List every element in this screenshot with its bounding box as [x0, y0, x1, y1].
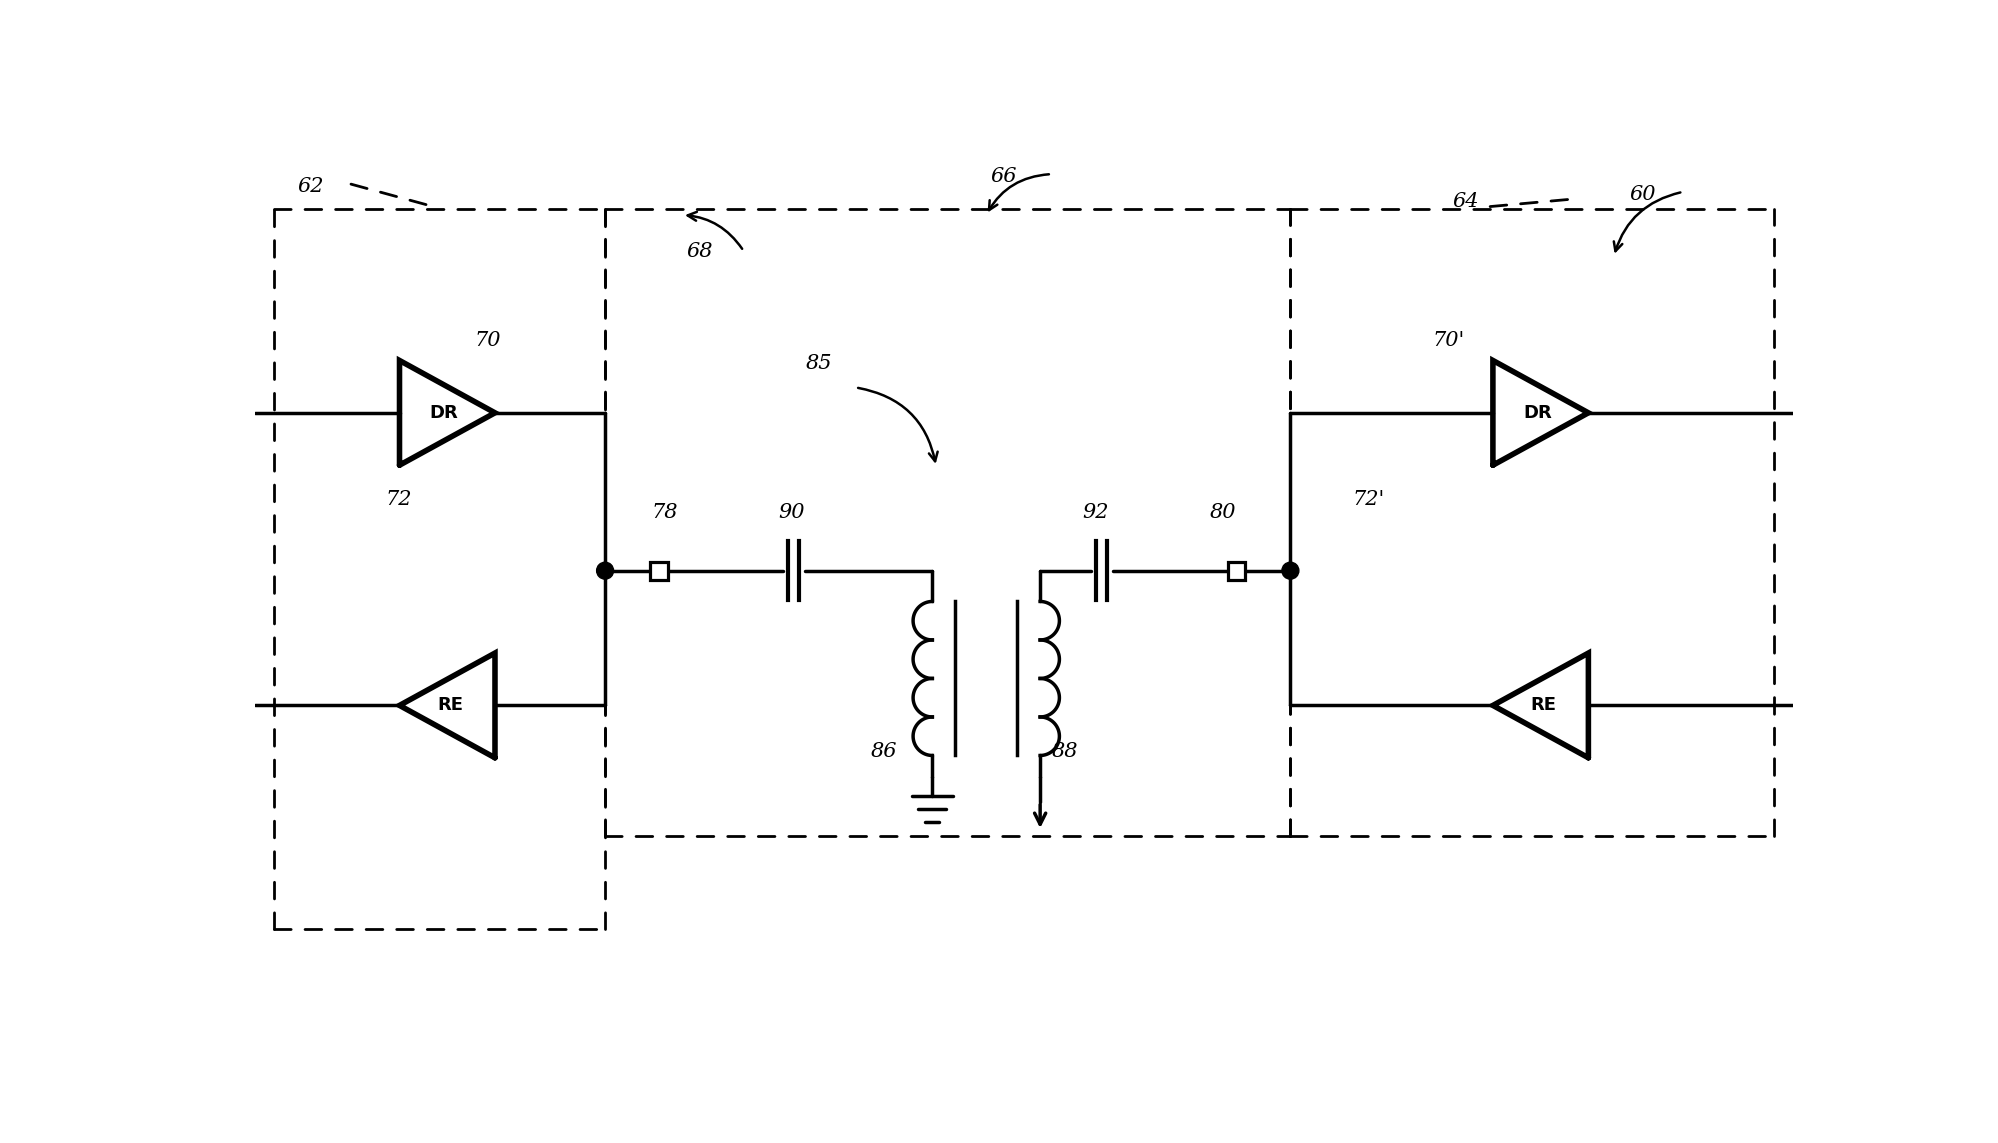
Text: 78: 78 [651, 503, 677, 522]
Text: DR: DR [1522, 403, 1552, 422]
Text: RE: RE [1530, 696, 1556, 714]
Circle shape [1283, 562, 1299, 580]
Text: RE: RE [438, 696, 464, 714]
Text: 86: 86 [871, 742, 897, 761]
Text: 60: 60 [1628, 184, 1656, 203]
Text: 92: 92 [1083, 503, 1109, 522]
Bar [1227, 562, 1245, 580]
Text: DR: DR [430, 403, 458, 422]
Text: 70: 70 [474, 330, 501, 350]
Text: 72: 72 [386, 490, 412, 510]
Text: 70': 70' [1433, 330, 1465, 350]
Text: 88: 88 [1051, 742, 1079, 761]
Text: 90: 90 [779, 503, 805, 522]
Text: 80: 80 [1209, 503, 1237, 522]
Bar [649, 562, 667, 580]
Text: 85: 85 [805, 354, 831, 373]
Text: 68: 68 [685, 241, 713, 261]
Text: 62: 62 [298, 177, 324, 195]
Text: 66: 66 [991, 167, 1017, 186]
Text: 72': 72' [1353, 490, 1385, 510]
Text: 64: 64 [1453, 192, 1479, 211]
Circle shape [597, 562, 613, 580]
